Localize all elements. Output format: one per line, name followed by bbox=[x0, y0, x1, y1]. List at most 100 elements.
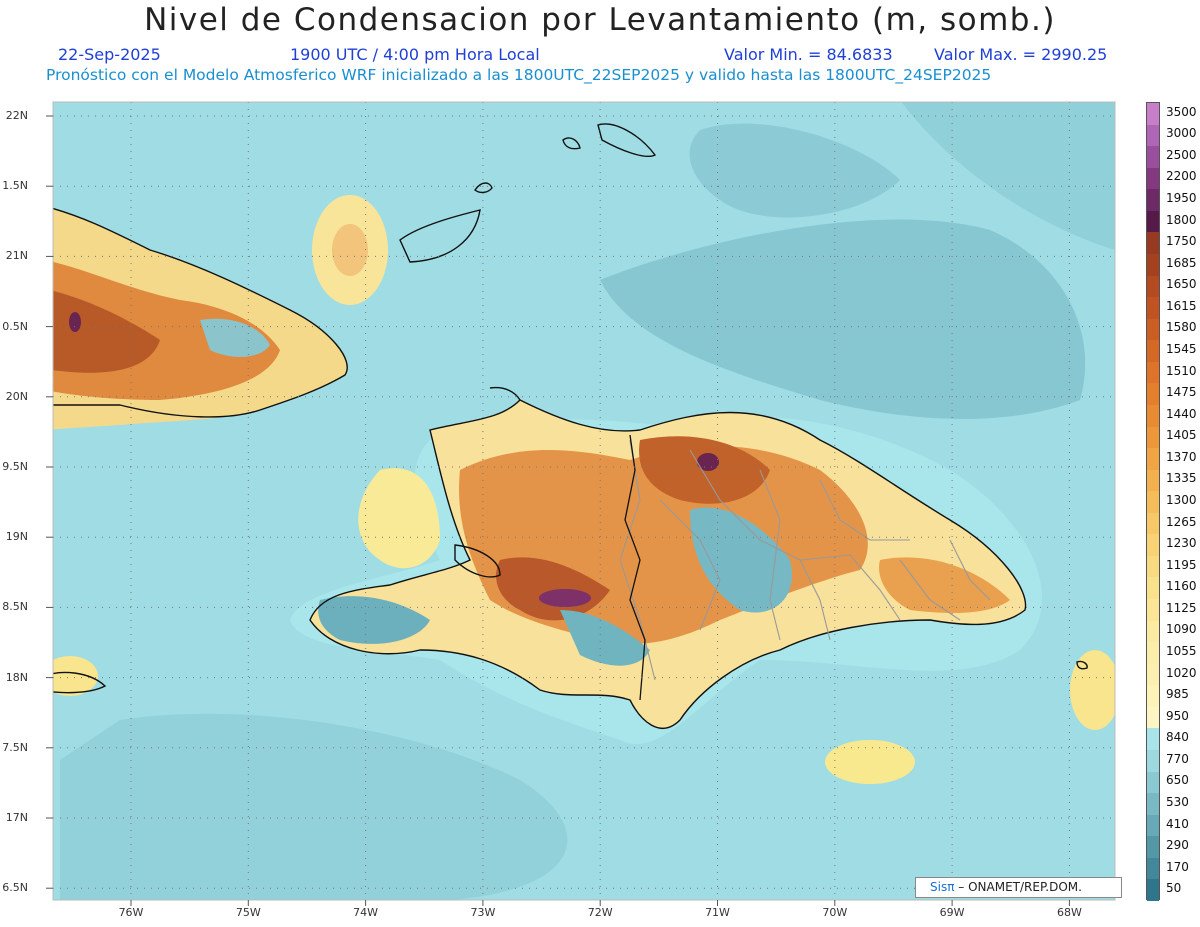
colorbar-segment bbox=[1147, 857, 1159, 880]
colorbar-segment bbox=[1147, 534, 1159, 557]
latitude-label: 19N bbox=[5, 530, 28, 544]
colorbar-segment bbox=[1147, 706, 1159, 729]
colorbar-segment bbox=[1147, 275, 1159, 298]
credit-box: Sisπ – ONAMET/REP.DOM. bbox=[915, 877, 1122, 898]
colorbar-segment bbox=[1147, 620, 1159, 643]
colorbar-label: 1750 bbox=[1166, 234, 1197, 249]
longitude-label: 71W bbox=[705, 906, 730, 919]
colorbar-segment bbox=[1147, 167, 1159, 190]
colorbar-label: 290 bbox=[1166, 838, 1189, 853]
model-info-line: Pronóstico con el Modelo Atmosferico WRF… bbox=[46, 66, 992, 84]
colorbar-label: 3000 bbox=[1166, 126, 1197, 141]
colorbar-label: 3500 bbox=[1166, 104, 1197, 119]
hispaniola-max-spot-north bbox=[697, 453, 719, 471]
min-value-label: Valor Min. = 84.6833 bbox=[724, 45, 893, 64]
colorbar-label: 1125 bbox=[1166, 600, 1197, 615]
colorbar-label: 2200 bbox=[1166, 169, 1197, 184]
longitude-label: 68W bbox=[1056, 906, 1082, 919]
colorbar bbox=[1146, 102, 1160, 902]
colorbar-segment bbox=[1147, 232, 1159, 255]
colorbar-label: 1950 bbox=[1166, 191, 1197, 206]
colorbar-label: 770 bbox=[1166, 751, 1189, 766]
longitude-label: 69W bbox=[939, 906, 965, 919]
latitude-label: 17N bbox=[5, 811, 28, 824]
colorbar-label: 1230 bbox=[1166, 536, 1197, 551]
sea-shading-sw bbox=[60, 713, 568, 900]
colorbar-label: 650 bbox=[1166, 773, 1189, 788]
colorbar-segment bbox=[1147, 383, 1159, 406]
sea-blob-east bbox=[1070, 650, 1115, 730]
colorbar-segment bbox=[1147, 577, 1159, 600]
colorbar-label: 50 bbox=[1166, 881, 1182, 896]
colorbar-segment bbox=[1147, 836, 1159, 859]
colorbar-label: 1580 bbox=[1166, 320, 1197, 335]
colorbar-segment bbox=[1147, 340, 1159, 363]
cuba-max-spot bbox=[69, 312, 81, 332]
colorbar-label: 410 bbox=[1166, 816, 1189, 831]
longitude-label: 70W bbox=[822, 906, 848, 919]
sea-blob-south bbox=[825, 740, 915, 784]
colorbar-label: 1475 bbox=[1166, 385, 1197, 400]
colorbar-segment bbox=[1147, 814, 1159, 837]
latitude-label: 6.5N bbox=[2, 881, 28, 895]
colorbar-label: 1685 bbox=[1166, 255, 1197, 270]
colorbar-label: 530 bbox=[1166, 794, 1189, 809]
colorbar-segment bbox=[1147, 297, 1159, 320]
sea-shading-ne bbox=[689, 123, 900, 218]
latitude-label: 20N bbox=[5, 389, 28, 403]
sea-blob-jamaica bbox=[53, 656, 98, 696]
date-label: 22-Sep-2025 bbox=[58, 45, 161, 64]
latitude-label: 1.5N bbox=[2, 179, 28, 193]
longitude-label: 75W bbox=[235, 906, 261, 919]
longitude-label: 76W bbox=[118, 906, 144, 919]
cuba-blue-patch bbox=[200, 318, 270, 357]
cordillera-central-blue bbox=[690, 507, 792, 613]
latitude-label: 7.5N bbox=[2, 740, 28, 754]
colorbar-label: 985 bbox=[1166, 687, 1189, 702]
latitude-label: 18N bbox=[5, 670, 28, 684]
colorbar-segment bbox=[1147, 448, 1159, 471]
sea-blob-north-core bbox=[332, 224, 368, 276]
latitude-label: 0.5N bbox=[2, 319, 28, 333]
colorbar-segment bbox=[1147, 663, 1159, 686]
axis-ticks bbox=[46, 115, 1070, 906]
colorbar-segment bbox=[1147, 426, 1159, 449]
colorbar-segment bbox=[1147, 879, 1159, 902]
latitude-label: 22N bbox=[5, 109, 28, 122]
colorbar-segment bbox=[1147, 599, 1159, 622]
colorbar-segment bbox=[1147, 210, 1159, 233]
longitude-label: 72W bbox=[587, 906, 613, 919]
cuba-brown-zone bbox=[53, 290, 160, 373]
colorbar-label: 950 bbox=[1166, 708, 1189, 723]
colorbar-label: 1405 bbox=[1166, 428, 1197, 443]
colorbar-label: 1160 bbox=[1166, 579, 1197, 594]
colorbar-segment bbox=[1147, 103, 1159, 126]
sispi-logo: Sisπ bbox=[930, 880, 955, 894]
colorbar-segment bbox=[1147, 189, 1159, 212]
southern-range-blue bbox=[560, 610, 650, 666]
longitude-label: 73W bbox=[470, 906, 496, 919]
colorbar-label: 1800 bbox=[1166, 212, 1197, 227]
colorbar-segment bbox=[1147, 728, 1159, 751]
colorbar-label: 840 bbox=[1166, 730, 1189, 745]
map-title: Nivel de Condensacion por Levantamiento … bbox=[144, 2, 1056, 38]
colorbar-label: 1440 bbox=[1166, 406, 1197, 421]
colorbar-segment bbox=[1147, 642, 1159, 665]
colorbar-segment bbox=[1147, 512, 1159, 535]
colorbar-label: 1335 bbox=[1166, 471, 1197, 486]
colorbar-segment bbox=[1147, 318, 1159, 341]
colorbar-label: 1020 bbox=[1166, 665, 1197, 680]
colorbar-label: 2500 bbox=[1166, 147, 1197, 162]
coastlines bbox=[53, 123, 1088, 729]
colorbar-segment bbox=[1147, 404, 1159, 427]
sea-shading-north bbox=[600, 219, 1086, 419]
colorbar-label: 1265 bbox=[1166, 514, 1197, 529]
east-orange-zone bbox=[879, 557, 1010, 613]
colorbar-label: 1090 bbox=[1166, 622, 1197, 637]
colorbar-segment bbox=[1147, 750, 1159, 773]
colorbar-label: 1300 bbox=[1166, 493, 1197, 507]
colorbar-segment bbox=[1147, 685, 1159, 708]
colorbar-label: 170 bbox=[1166, 859, 1189, 874]
colorbar-label: 1510 bbox=[1166, 363, 1197, 378]
time-label: 1900 UTC / 4:00 pm Hora Local bbox=[290, 45, 540, 64]
